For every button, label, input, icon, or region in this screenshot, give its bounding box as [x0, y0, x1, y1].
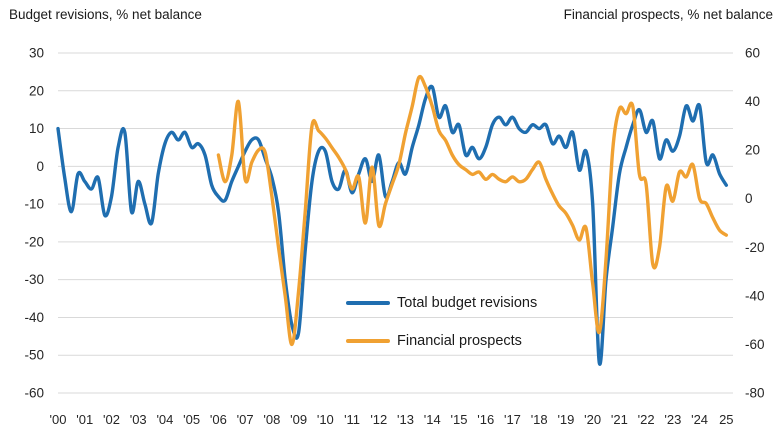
left-axis-title: Budget revisions, % net balance: [9, 7, 202, 22]
x-axis-tick-label: '24: [691, 412, 708, 427]
series-line-financial-prospects: [216, 74, 728, 347]
legend-label-total-budget-revisions: Total budget revisions: [397, 295, 538, 311]
right-axis-tick-label: 0: [745, 191, 753, 206]
x-axis-tick-label: '21: [611, 412, 628, 427]
x-axis-tick-label: 25: [719, 412, 733, 427]
x-axis-tick-label: '08: [263, 412, 280, 427]
left-axis-tick-label: -20: [24, 234, 44, 249]
right-axis-tick-label: -60: [745, 337, 765, 352]
left-axis-tick-label: -50: [24, 348, 44, 363]
x-axis-tick-label: '09: [290, 412, 307, 427]
right-axis-title: Financial prospects, % net balance: [563, 7, 773, 22]
x-axis-tick-label: '15: [451, 412, 468, 427]
right-axis-tick-label: 40: [745, 94, 760, 109]
left-axis-tick-label: 0: [36, 159, 44, 174]
left-axis-tick-label: -10: [24, 197, 44, 212]
x-axis-tick-label: '02: [103, 412, 120, 427]
legend-swatch-blue-line-icon: [346, 301, 390, 305]
left-axis-tick-label: 20: [29, 83, 44, 98]
left-axis-tick-label: -30: [24, 272, 44, 287]
x-axis-tick-label: '20: [584, 412, 601, 427]
right-axis-tick-label: -80: [745, 386, 765, 401]
x-axis-tick-label: '19: [557, 412, 574, 427]
legend-item-financial-prospects: Financial prospects: [346, 326, 586, 356]
left-axis-tick-label: -60: [24, 386, 44, 401]
x-axis-tick-label: '12: [370, 412, 387, 427]
right-axis-tick-label: 60: [745, 46, 760, 61]
left-axis-tick-label: 30: [29, 46, 44, 61]
x-axis-tick-label: '10: [317, 412, 334, 427]
x-axis-tick-label: '16: [477, 412, 494, 427]
x-axis-tick-label: '17: [504, 412, 521, 427]
x-axis-tick-label: '13: [397, 412, 414, 427]
x-axis-tick-label: '06: [210, 412, 227, 427]
left-axis-tick-label: -40: [24, 310, 44, 325]
x-axis-tick-label: '01: [76, 412, 93, 427]
x-axis-tick-label: '05: [183, 412, 200, 427]
x-axis-tick-label: '07: [237, 412, 254, 427]
x-axis-tick-label: '23: [664, 412, 681, 427]
chart-legend: Total budget revisions Financial prospec…: [346, 288, 586, 364]
right-axis-tick-label: 20: [745, 143, 760, 158]
right-axis-tick-label: -40: [745, 288, 765, 303]
x-axis-tick-label: '04: [156, 412, 173, 427]
x-axis-tick-label: '11: [344, 412, 360, 427]
left-axis-tick-label: 10: [29, 121, 44, 136]
legend-item-total-budget-revisions: Total budget revisions: [346, 288, 586, 318]
x-axis-tick-label: '22: [638, 412, 655, 427]
legend-swatch-orange-line-icon: [346, 339, 390, 343]
x-axis-tick-label: '03: [130, 412, 147, 427]
x-axis-tick-label: '00: [50, 412, 67, 427]
right-axis-tick-label: -20: [745, 240, 765, 255]
x-axis-tick-label: '14: [424, 412, 441, 427]
x-axis-tick-label: '18: [531, 412, 548, 427]
legend-label-financial-prospects: Financial prospects: [397, 333, 522, 349]
